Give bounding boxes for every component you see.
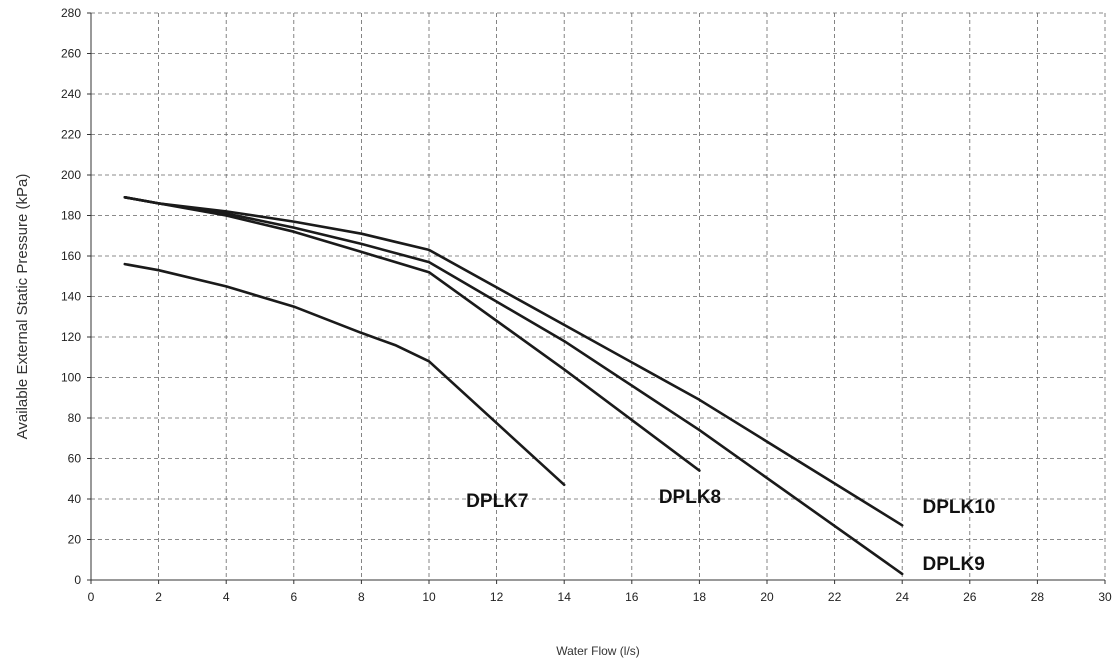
y-tick-label: 260 [61,47,81,61]
x-tick-label: 30 [1098,590,1112,604]
y-tick-label: 0 [74,573,81,587]
series-lines [123,196,904,576]
series-label-dplk7: DPLK7 [466,491,528,512]
y-tick-label: 280 [61,6,81,20]
series-line-dplk10 [123,196,904,527]
series-labels: DPLK7 DPLK8 DPLK9 DPLK10 [466,487,995,575]
y-tick-label: 100 [61,371,81,385]
series-line-dplk9 [123,196,904,576]
x-tick-label: 12 [490,590,504,604]
tick-labels: 0204060801001201401601802002202402602800… [61,6,1112,604]
y-tick-label: 140 [61,290,81,304]
y-tick-label: 240 [61,87,81,101]
series-line-dplk7 [123,262,566,487]
y-tick-label: 60 [68,452,82,466]
series-line-dplk8 [123,196,701,472]
x-tick-label: 26 [963,590,977,604]
x-axis-title: Water Flow (l/s) [556,644,640,658]
x-tick-label: 22 [828,590,842,604]
x-tick-label: 8 [358,590,365,604]
x-tick-label: 16 [625,590,639,604]
x-tick-label: 4 [223,590,230,604]
y-tick-label: 20 [68,533,82,547]
y-tick-label: 40 [68,492,82,506]
x-tick-label: 0 [88,590,95,604]
x-tick-label: 10 [422,590,436,604]
axes [87,12,1106,584]
y-tick-label: 180 [61,209,81,223]
x-tick-label: 28 [1031,590,1045,604]
x-tick-label: 2 [155,590,162,604]
y-tick-label: 200 [61,168,81,182]
x-tick-label: 24 [896,590,910,604]
y-axis-title: Available External Static Pressure (kPa) [14,174,31,440]
series-label-dplk9: DPLK9 [922,554,984,575]
series-label-dplk10: DPLK10 [922,497,995,518]
y-tick-label: 220 [61,128,81,142]
grid [91,12,1106,580]
y-tick-label: 160 [61,249,81,263]
y-tick-label: 80 [68,411,82,425]
x-tick-label: 18 [693,590,707,604]
x-tick-label: 14 [558,590,572,604]
x-tick-label: 6 [290,590,297,604]
y-tick-label: 120 [61,330,81,344]
series-label-dplk8: DPLK8 [659,487,721,508]
x-tick-label: 20 [760,590,774,604]
